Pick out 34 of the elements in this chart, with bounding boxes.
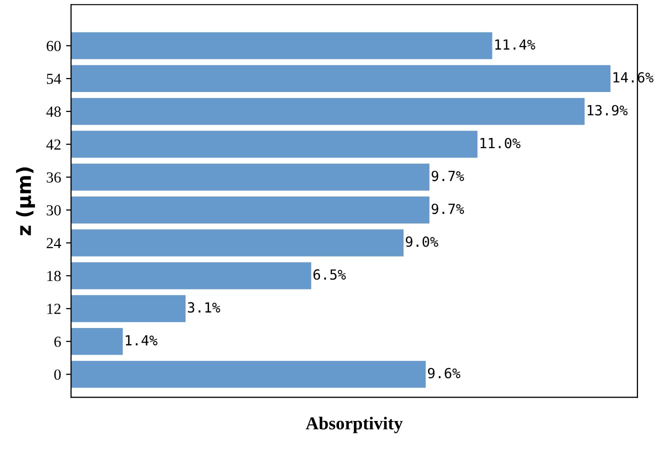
y-tick-label: 24: [46, 238, 62, 248]
y-tick-label: 42: [46, 139, 60, 150]
bar: [71, 164, 430, 191]
bar: [71, 130, 478, 158]
y-tick-label: 18: [47, 270, 61, 282]
y-tick-label: 60: [46, 40, 61, 52]
y-tick-label: 12: [47, 304, 60, 314]
data-label: 9.0%: [406, 236, 438, 247]
data-label: 6.5%: [313, 269, 346, 280]
bar: [71, 262, 312, 290]
bar: [71, 328, 123, 355]
bar: [71, 360, 426, 388]
data-label: 11.4%: [495, 39, 536, 50]
bar: [71, 295, 186, 322]
y-tick-label: 30: [46, 205, 61, 216]
y-tick-label: 6: [54, 336, 61, 347]
data-label: 11.0%: [480, 138, 520, 148]
y-tick-label: 48: [46, 106, 61, 117]
bar: [71, 98, 585, 125]
y-tick-label: 0: [54, 369, 61, 380]
data-label: 13.9%: [588, 104, 628, 116]
bar: [71, 65, 610, 92]
data-label: 1.4%: [126, 335, 158, 346]
data-label: 9.7%: [432, 204, 464, 214]
bar: [71, 32, 492, 60]
data-label: 9.7%: [432, 170, 464, 182]
data-label: 9.6%: [428, 368, 460, 378]
x-axis-title: Absorptivity: [306, 416, 403, 434]
data-label: 3.1%: [188, 302, 220, 313]
bar: [71, 196, 430, 224]
bar: [71, 229, 404, 256]
y-tick-label: 36: [46, 172, 61, 183]
y-tick-label: 54: [46, 74, 62, 84]
y-axis-title: z (μm): [16, 167, 35, 236]
